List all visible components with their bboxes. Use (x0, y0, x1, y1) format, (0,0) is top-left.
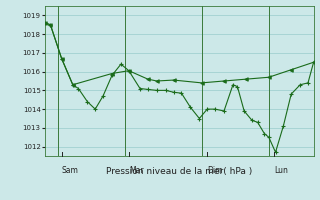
Text: Sam: Sam (62, 166, 78, 175)
Text: Mar: Mar (129, 166, 143, 175)
Text: Lun: Lun (275, 166, 288, 175)
X-axis label: Pression niveau de la mer( hPa ): Pression niveau de la mer( hPa ) (106, 167, 252, 176)
Text: Dim: Dim (207, 166, 223, 175)
